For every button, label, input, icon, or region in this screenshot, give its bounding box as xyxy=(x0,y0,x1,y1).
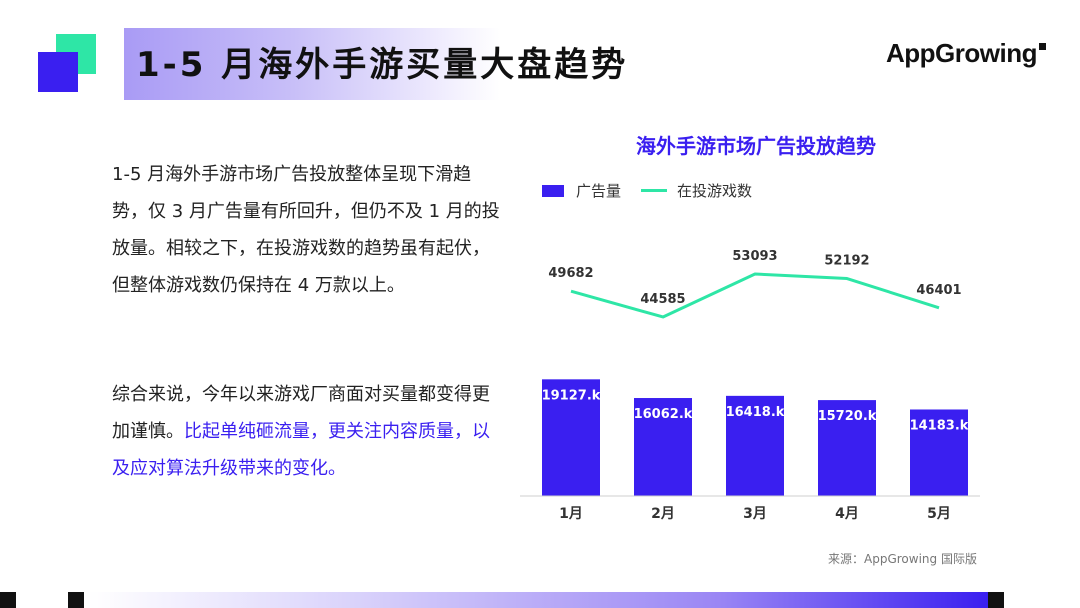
bar-5 xyxy=(910,409,968,496)
chart-title: 海外手游市场广告投放趋势 xyxy=(636,134,876,158)
legend-line-swatch-icon xyxy=(641,189,668,192)
footer-gradient-band xyxy=(88,592,988,608)
line-label-1: 49682 xyxy=(548,266,593,281)
category-label-4: 4月 xyxy=(835,506,859,522)
bar-3 xyxy=(726,395,784,496)
legend-label-active-games: 在投游戏数 xyxy=(677,182,753,200)
logo-text: AppGrowing xyxy=(886,37,1037,68)
line-label-4: 52192 xyxy=(824,254,869,269)
line-active-games xyxy=(570,272,940,319)
line-label-3: 53093 xyxy=(732,249,777,264)
bar-2 xyxy=(634,398,692,496)
category-label-2: 2月 xyxy=(651,506,675,522)
logo-dot-icon xyxy=(1038,42,1046,50)
paragraph-2-plain: 综合来说，今年以来游戏厂商面对买量都变得更加谨慎。 xyxy=(112,384,490,442)
bar-label-3: 16418.k xyxy=(726,405,785,420)
ad-trend-chart: 19127.k 1月 16062.k 2月 16418.k 3月 15720.k 4月 1418… xyxy=(520,249,980,522)
paragraph-2-highlight: 比起单纯砸流量，更关注内容质量，以及应对算法升级带来的变化。 xyxy=(112,421,490,479)
bar-label-1: 19127.k xyxy=(542,388,601,403)
source-note: 来源：AppGrowing 国际版 xyxy=(828,552,977,566)
bar-label-2: 16062.k xyxy=(634,407,693,422)
bar-label-5: 14183.k xyxy=(910,418,969,433)
legend-label-ad-volume: 广告量 xyxy=(576,182,622,200)
page-title: 1-5 月海外手游买量大盘趋势 xyxy=(136,45,629,85)
category-label-3: 3月 xyxy=(743,506,767,522)
line-label-2: 44585 xyxy=(640,292,685,307)
bar-4 xyxy=(818,400,876,496)
category-label-1: 1月 xyxy=(559,506,583,522)
bar-label-4: 15720.k xyxy=(818,409,877,424)
decor-square-blue xyxy=(38,52,78,92)
appgrowing-logo: AppGrowing xyxy=(886,36,1046,70)
bar-1 xyxy=(542,379,600,496)
legend-bar-swatch-icon xyxy=(542,184,564,197)
title-background-band xyxy=(124,28,500,100)
footer-square-mid xyxy=(68,592,84,608)
category-label-5: 5月 xyxy=(927,506,951,522)
line-label-5: 46401 xyxy=(916,283,961,298)
footer-square-right xyxy=(988,592,1004,608)
summary-paragraph-2: 综合来说，今年以来游戏厂商面对买量都变得更加谨慎。比起单纯砸流量，更关注内容质量… xyxy=(112,376,504,487)
chart-legend: 广告量 在投游戏数 xyxy=(542,180,752,201)
summary-paragraph-1: 1-5 月海外手游市场广告投放整体呈现下滑趋势，仅 3 月广告量有所回升，但仍不… xyxy=(112,164,500,296)
footer-square-left xyxy=(0,592,16,608)
